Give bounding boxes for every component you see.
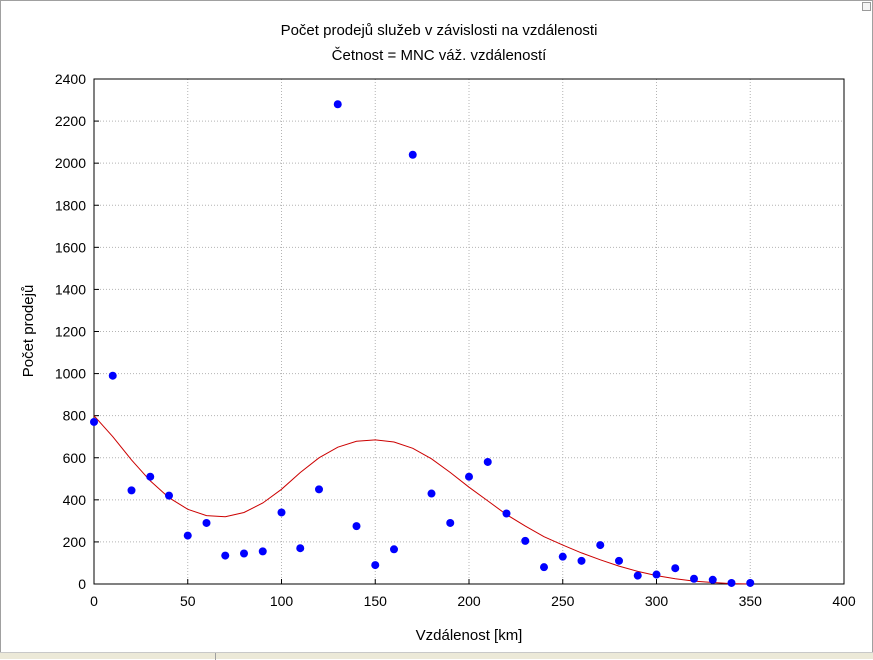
data-point	[652, 570, 661, 579]
y-tick-label: 1800	[55, 197, 86, 213]
y-tick-label: 1200	[55, 324, 86, 340]
x-tick-label: 250	[551, 593, 575, 609]
data-point	[315, 485, 323, 494]
data-point	[202, 518, 211, 527]
data-point	[727, 578, 736, 587]
data-point	[558, 552, 567, 561]
data-point	[671, 564, 680, 573]
status-separator	[215, 653, 216, 660]
data-point	[446, 518, 455, 527]
data-point	[596, 541, 605, 550]
chart-subtitle: Četnost = MNC váž. vzdáleností	[332, 47, 548, 64]
y-axis-label: Počet prodejů	[20, 285, 37, 378]
grid	[94, 79, 844, 584]
x-tick-label: 300	[645, 593, 669, 609]
data-point	[371, 561, 380, 570]
y-tick-label: 200	[63, 534, 87, 550]
data-point	[540, 563, 548, 572]
y-tick-label: 0	[78, 576, 86, 592]
data-point	[258, 547, 267, 556]
y-tick-label: 600	[63, 450, 87, 466]
data-point	[615, 556, 623, 565]
fit-curve	[93, 415, 751, 585]
y-tick-label: 1600	[55, 239, 86, 255]
data-point	[708, 575, 717, 584]
data-point	[183, 531, 192, 540]
x-tick-label: 50	[180, 593, 196, 609]
x-tick-label: 200	[457, 593, 481, 609]
y-tick-label: 800	[63, 408, 87, 424]
data-points	[90, 100, 755, 587]
data-point	[427, 489, 436, 498]
data-point	[240, 549, 248, 558]
data-point	[333, 100, 342, 109]
window-corner-button[interactable]	[862, 2, 871, 11]
y-tick-label: 400	[63, 492, 87, 508]
data-point	[146, 472, 155, 481]
data-point	[277, 508, 286, 517]
data-point	[108, 371, 117, 380]
data-point	[465, 472, 473, 481]
data-point	[221, 551, 230, 560]
x-tick-label: 100	[270, 593, 294, 609]
data-point	[408, 150, 417, 159]
data-point	[483, 457, 492, 466]
y-tick-label: 1000	[55, 366, 86, 382]
data-point	[296, 544, 305, 553]
tick-labels: 0 50 100 150 200 250 300 350 400 0 200 400 600 800 100…	[55, 71, 856, 609]
data-point	[390, 545, 398, 554]
data-point	[633, 571, 642, 580]
data-point	[746, 578, 755, 587]
data-point	[127, 486, 136, 495]
data-point	[165, 491, 173, 500]
x-tick-label: 150	[364, 593, 388, 609]
data-point	[521, 536, 530, 545]
x-tick-label: 400	[832, 593, 856, 609]
data-point	[352, 522, 361, 531]
data-point	[577, 556, 586, 565]
y-tick-label: 1400	[55, 281, 86, 297]
data-point	[502, 509, 511, 518]
y-tick-label: 2000	[55, 155, 86, 171]
x-tick-label: 0	[90, 593, 98, 609]
x-axis-label: Vzdálenost [km]	[416, 627, 523, 644]
data-point	[90, 417, 98, 426]
status-bar	[0, 652, 873, 660]
y-tick-label: 2200	[55, 113, 86, 129]
data-point	[690, 574, 698, 583]
y-tick-label: 2400	[55, 71, 86, 87]
chart-title: Počet prodejů služeb v závislosti na vzd…	[281, 22, 598, 39]
x-tick-label: 350	[739, 593, 763, 609]
